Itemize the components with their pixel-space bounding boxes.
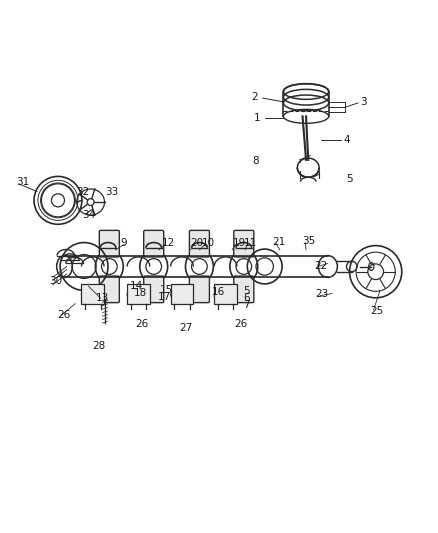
Text: 32: 32 — [76, 187, 89, 197]
FancyBboxPatch shape — [99, 230, 119, 257]
Text: 19: 19 — [233, 238, 246, 248]
Text: 6: 6 — [243, 293, 250, 303]
Text: 16: 16 — [212, 287, 225, 297]
FancyBboxPatch shape — [99, 276, 119, 303]
Text: 35: 35 — [302, 236, 315, 246]
Text: 11: 11 — [244, 238, 258, 248]
Text: 30: 30 — [49, 276, 62, 286]
Text: 28: 28 — [92, 341, 105, 351]
FancyBboxPatch shape — [234, 230, 254, 257]
Text: 18: 18 — [134, 288, 147, 297]
Text: 1: 1 — [254, 112, 260, 123]
Text: 31: 31 — [16, 176, 29, 187]
Text: 27: 27 — [179, 324, 192, 333]
FancyBboxPatch shape — [189, 230, 209, 257]
Text: 9: 9 — [120, 238, 127, 248]
Text: 34: 34 — [82, 210, 95, 220]
Text: 21: 21 — [272, 237, 286, 247]
Text: 5: 5 — [346, 174, 353, 184]
Text: 7: 7 — [243, 300, 250, 310]
Text: 4: 4 — [343, 135, 350, 146]
Text: 15: 15 — [160, 285, 173, 295]
Bar — [171, 284, 193, 304]
Text: 26: 26 — [234, 319, 247, 329]
FancyBboxPatch shape — [189, 276, 209, 303]
Text: 12: 12 — [162, 238, 175, 248]
Text: 22: 22 — [314, 261, 327, 271]
FancyBboxPatch shape — [234, 276, 254, 303]
Bar — [127, 284, 150, 304]
FancyBboxPatch shape — [144, 230, 164, 257]
Text: 20: 20 — [190, 238, 203, 248]
Bar — [214, 284, 237, 304]
FancyBboxPatch shape — [144, 276, 164, 303]
Text: 17: 17 — [158, 292, 171, 302]
Text: 8: 8 — [252, 156, 259, 166]
Bar — [81, 284, 104, 304]
Text: 14: 14 — [130, 281, 144, 290]
Text: 26: 26 — [57, 310, 71, 320]
Text: 5: 5 — [243, 286, 250, 296]
Text: 33: 33 — [105, 187, 118, 197]
Text: 23: 23 — [316, 289, 329, 300]
Text: 26: 26 — [135, 319, 148, 329]
Text: 13: 13 — [96, 293, 110, 303]
Text: 3: 3 — [360, 97, 367, 107]
Text: 2: 2 — [251, 92, 258, 102]
Text: 25: 25 — [370, 306, 383, 316]
Text: 10: 10 — [201, 238, 215, 248]
